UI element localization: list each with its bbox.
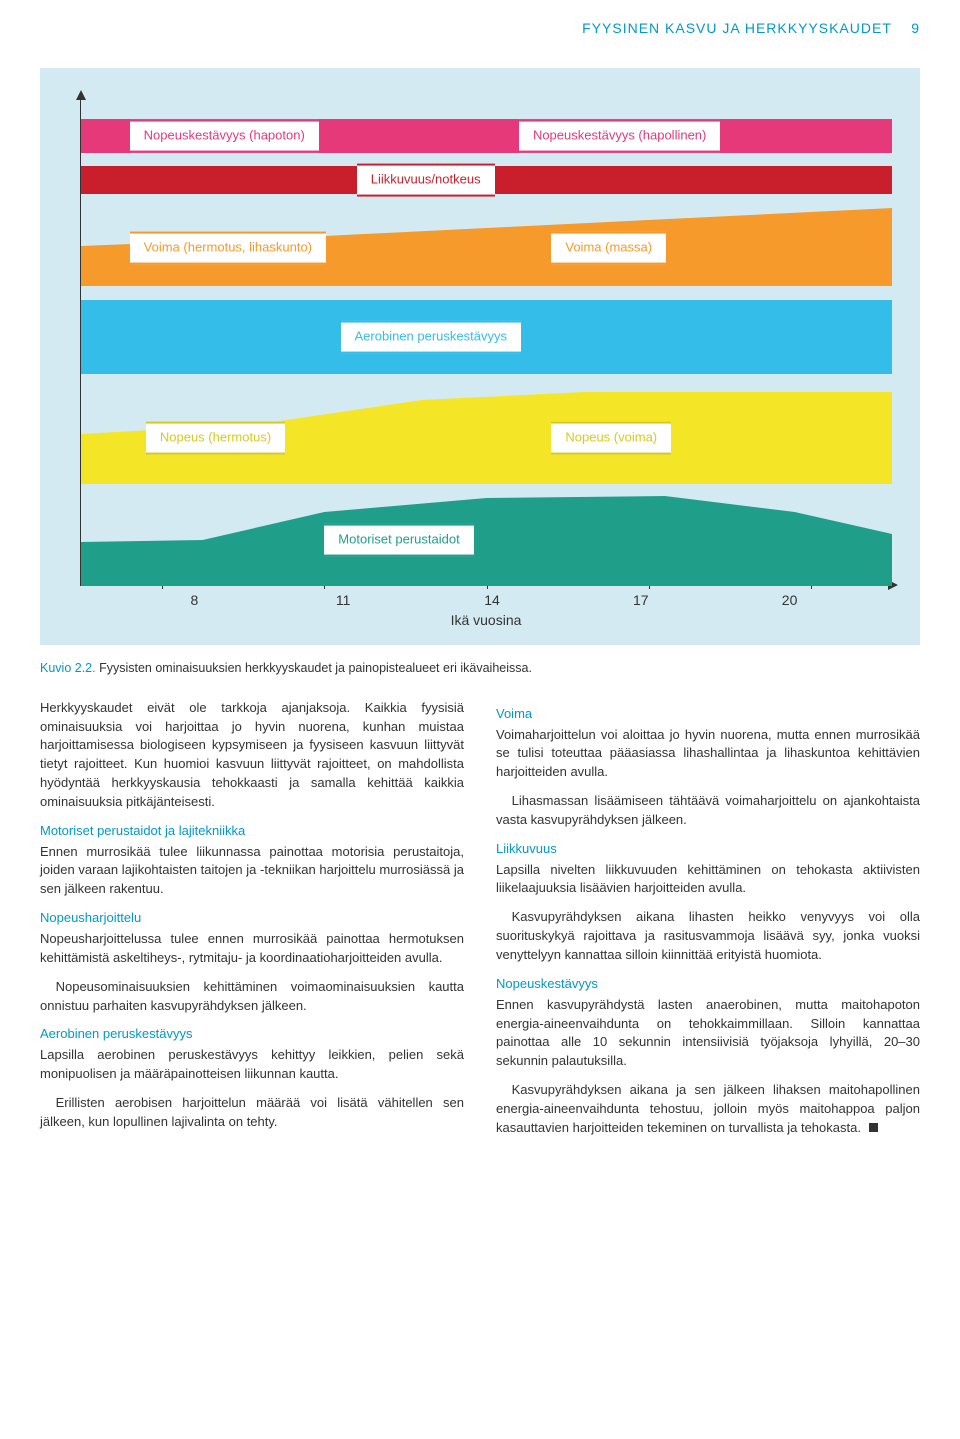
column-left: Herkkyyskaudet eivät ole tarkkoja ajanja… — [40, 699, 464, 1148]
body-paragraph: Kasvupyrähdyksen aikana ja sen jälkeen l… — [496, 1081, 920, 1138]
section-heading: Liikkuvuus — [496, 840, 920, 859]
x-tick-label: 17 — [633, 590, 649, 610]
caption-text: Fyysisten ominaisuuksien herkkyyskaudet … — [96, 661, 532, 675]
page-number: 9 — [911, 20, 920, 36]
end-mark-icon — [869, 1123, 878, 1132]
band-motoriset: Motoriset perustaidot — [81, 494, 892, 586]
body-paragraph: Nopeusominaisuuksien kehittäminen voimao… — [40, 978, 464, 1016]
body-paragraph: Erillisten aerobisen harjoittelun määrää… — [40, 1094, 464, 1132]
band-nopeuskestavyys: Nopeuskestävyys (hapoton) Nopeuskestävyys… — [81, 116, 892, 156]
chart-container: Nopeuskestävyys (hapoton) Nopeuskestävyys… — [40, 68, 920, 644]
section-heading: Aerobinen peruskestävyys — [40, 1025, 464, 1044]
band-label-liikkuvuus-0: Liikkuvuus/notkeus — [357, 164, 495, 197]
band-label-aerobinen-0: Aerobinen peruskestävyys — [341, 321, 521, 354]
page-header: FYYSINEN KASVU JA HERKKYYSKAUDET 9 — [0, 0, 960, 44]
body-paragraph: Lapsilla aerobinen peruskestävyys kehitt… — [40, 1046, 464, 1084]
body-paragraph: Nopeusharjoittelussa tulee ennen murrosi… — [40, 930, 464, 968]
header-title: FYYSINEN KASVU JA HERKKYYSKAUDET — [582, 20, 892, 36]
column-right: Voima Voimaharjoittelun voi aloittaa jo h… — [496, 699, 920, 1148]
section-heading: Motoriset perustaidot ja lajitekniikka — [40, 822, 464, 841]
section-heading: Nopeuskestävyys — [496, 975, 920, 994]
x-tick-label: 11 — [336, 590, 351, 610]
x-tick-label: 20 — [782, 590, 798, 610]
caption-prefix: Kuvio 2.2. — [40, 661, 96, 675]
body-paragraph: Voimaharjoittelun voi aloittaa jo hyvin … — [496, 726, 920, 783]
band-label-nopeuskestavyys-0: Nopeuskestävyys (hapoton) — [130, 120, 319, 153]
band-label-motoriset-0: Motoriset perustaidot — [324, 524, 473, 557]
chart-plot-area: Nopeuskestävyys (hapoton) Nopeuskestävyys… — [80, 96, 892, 586]
intro-paragraph: Herkkyyskaudet eivät ole tarkkoja ajanja… — [40, 699, 464, 812]
band-label-nopeus-1: Nopeus (voima) — [551, 422, 671, 455]
y-axis-arrow — [76, 90, 86, 100]
band-nopeus: Nopeus (hermotus) Nopeus (voima) — [81, 390, 892, 486]
body-paragraph: Lihasmassan lisäämiseen tähtäävä voimaha… — [496, 792, 920, 830]
body-paragraph: Lapsilla nivelten liikkuvuuden kehittämi… — [496, 861, 920, 899]
x-tick-labels: 8 11 14 17 20 — [80, 586, 892, 608]
band-label-voima-1: Voima (massa) — [551, 232, 666, 265]
x-axis-title: Ikä vuosina — [80, 610, 892, 630]
band-label-nopeus-0: Nopeus (hermotus) — [146, 422, 285, 455]
x-tick-label: 8 — [190, 590, 198, 610]
body-paragraph: Ennen murrosikää tulee liikunnassa paino… — [40, 843, 464, 900]
section-heading: Voima — [496, 705, 920, 724]
body-paragraph: Kasvupyrähdyksen aikana lihasten heikko … — [496, 908, 920, 965]
band-aerobinen: Aerobinen peruskestävyys — [81, 298, 892, 376]
band-liikkuvuus: Liikkuvuus/notkeus — [81, 164, 892, 196]
band-label-voima-0: Voima (hermotus, lihaskunto) — [130, 232, 326, 265]
x-tick-label: 14 — [484, 590, 500, 610]
body-columns: Herkkyyskaudet eivät ole tarkkoja ajanja… — [40, 699, 920, 1148]
figure-caption: Kuvio 2.2. Fyysisten ominaisuuksien herk… — [40, 659, 920, 677]
band-label-nopeuskestavyys-1: Nopeuskestävyys (hapollinen) — [519, 120, 720, 153]
section-heading: Nopeusharjoittelu — [40, 909, 464, 928]
body-paragraph: Ennen kasvupyrähdystä lasten anaerobinen… — [496, 996, 920, 1071]
band-voima: Voima (hermotus, lihaskunto) Voima (massa… — [81, 208, 892, 288]
